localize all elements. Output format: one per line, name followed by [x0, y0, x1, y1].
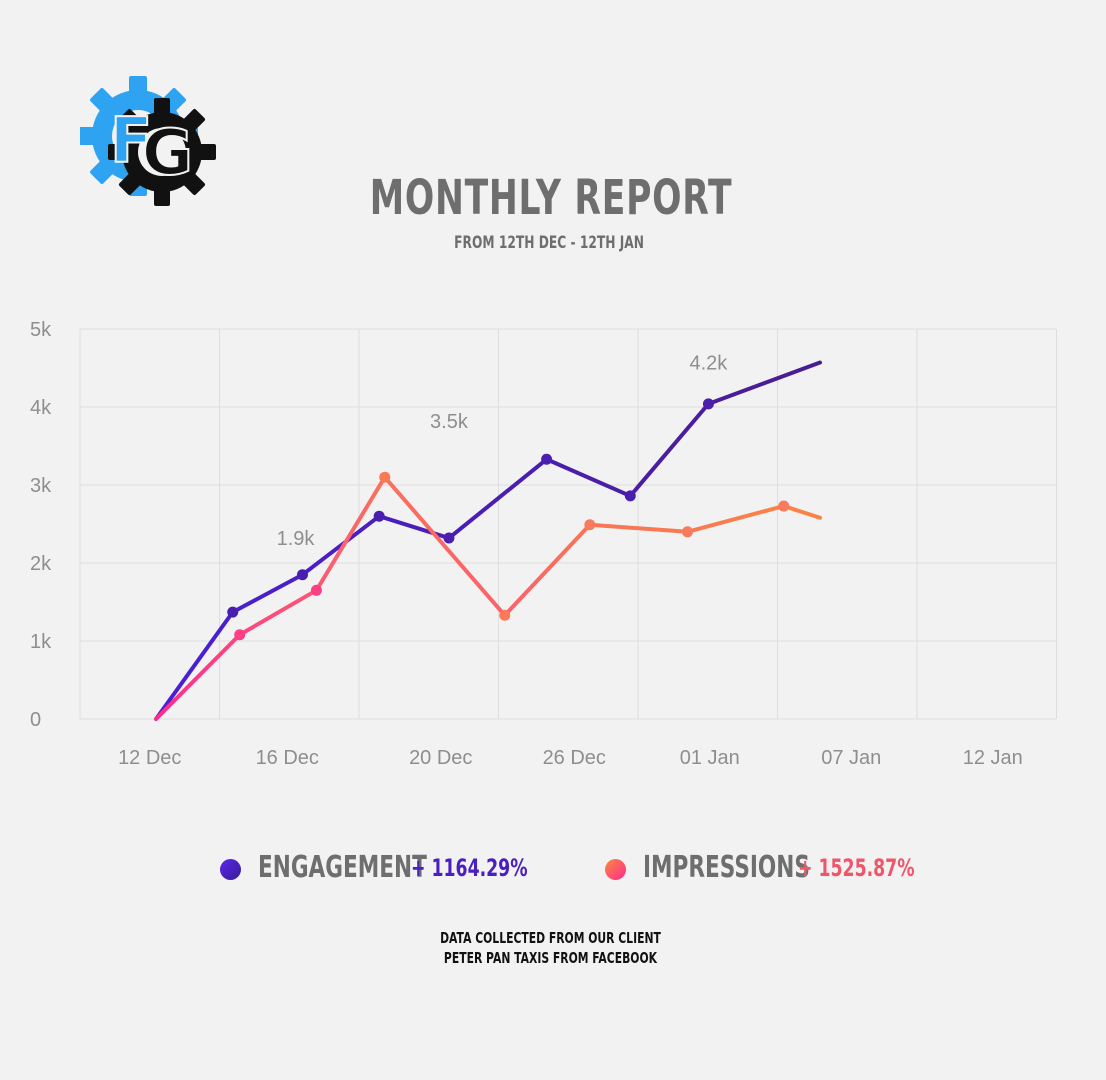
- legend-dot-impressions: [605, 859, 626, 880]
- x-tick-label: 01 Jan: [680, 747, 740, 769]
- series-line-engagement: [154, 360, 823, 721]
- logo-letter-f: F: [110, 104, 152, 177]
- series-point-impressions: [379, 471, 391, 483]
- x-tick-label: 26 Dec: [543, 747, 606, 769]
- report-title: MONTHLY REPORT: [369, 170, 733, 226]
- x-tick-label: 16 Dec: [256, 747, 319, 769]
- x-tick-label: 12 Jan: [963, 747, 1023, 769]
- series-point-engagement: [227, 606, 239, 618]
- chart-series: [154, 360, 823, 721]
- legend-dot-engagement: [220, 859, 241, 880]
- y-tick-label: 0: [30, 709, 41, 731]
- data-label: 1.9k: [277, 528, 316, 550]
- y-tick-label: 4k: [30, 397, 52, 419]
- chart-axes: 0 1k 2k 3k 4k 5k 12 Dec 16 Dec 20 Dec 26 Dec 01 Ja…: [30, 319, 1023, 769]
- chart-legend: ENGAGEMENT + 1164.29% IMPRESSIONS + 1525…: [0, 848, 1106, 892]
- series-point-impressions: [310, 584, 322, 596]
- data-source-line-1: DATA COLLECTED FROM OUR CLIENT: [440, 929, 661, 947]
- black-gear-icon: [108, 98, 216, 206]
- x-tick-label: 12 Dec: [118, 747, 181, 769]
- legend-label-engagement: ENGAGEMENT: [258, 850, 427, 885]
- series-point-engagement: [443, 532, 455, 544]
- data-source-line-2: PETER PAN TAXIS FROM FACEBOOK: [443, 949, 658, 967]
- series-point-impressions: [778, 500, 790, 512]
- legend-change-impressions: + 1525.87%: [798, 854, 915, 882]
- series-point-engagement: [296, 569, 308, 581]
- series-point-engagement: [702, 398, 714, 410]
- x-tick-label: 20 Dec: [409, 747, 472, 769]
- chart-annotations: 1.9k 3.5k 4.2k: [277, 353, 729, 551]
- data-source-note: DATA COLLECTED FROM OUR CLIENT PETER PAN…: [152, 928, 948, 968]
- y-tick-label: 2k: [30, 553, 52, 575]
- fg-logo: F G: [80, 76, 216, 206]
- x-tick-label: 07 Jan: [821, 747, 881, 769]
- series-point-impressions: [234, 629, 246, 641]
- series-point-impressions: [584, 519, 596, 531]
- series-point-impressions: [681, 526, 693, 538]
- line-chart: 0 1k 2k 3k 4k 5k 12 Dec 16 Dec 20 Dec 26 Dec 01 Ja…: [30, 319, 1057, 769]
- report-date-range: FROM 12TH DEC - 12TH JAN: [454, 233, 644, 253]
- y-tick-label: 1k: [30, 631, 52, 653]
- y-tick-label: 5k: [30, 319, 52, 341]
- series-point-engagement: [541, 453, 553, 465]
- series-point-engagement: [373, 510, 385, 522]
- series-point-engagement: [624, 490, 636, 502]
- logo-letter-g: G: [142, 116, 193, 189]
- data-label: 3.5k: [430, 411, 469, 433]
- legend-change-engagement: + 1164.29%: [411, 854, 528, 882]
- series-point-impressions: [499, 609, 511, 621]
- chart-grid: [79, 328, 1057, 720]
- data-label: 4.2k: [690, 353, 729, 375]
- y-tick-label: 3k: [30, 475, 52, 497]
- legend-label-impressions: IMPRESSIONS: [643, 850, 810, 885]
